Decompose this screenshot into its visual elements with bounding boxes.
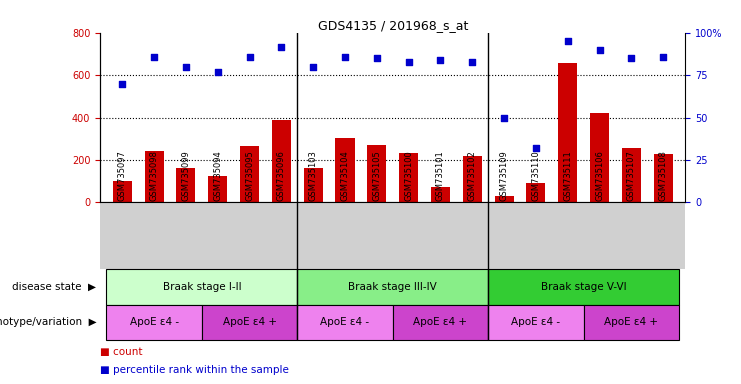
Bar [272,120,291,202]
Point [434,57,446,63]
Point [180,64,192,70]
Point [116,81,128,87]
Text: disease state  ▶: disease state ▶ [13,282,96,292]
Text: genotype/variation  ▶: genotype/variation ▶ [0,317,96,327]
Bar [393,305,488,340]
Text: Braak stage III-IV: Braak stage III-IV [348,282,437,292]
Point [530,145,542,151]
Point [339,54,351,60]
Bar [494,195,514,202]
Point [594,47,605,53]
Point [625,55,637,61]
Point [498,114,510,121]
Point [276,43,288,50]
Bar [622,148,641,202]
Point [466,59,478,65]
Title: GDS4135 / 201968_s_at: GDS4135 / 201968_s_at [318,19,468,32]
Point [402,59,414,65]
Text: Braak stage V-VI: Braak stage V-VI [541,282,626,292]
Bar [113,181,132,202]
Bar [107,305,202,340]
Bar [558,63,577,202]
Bar [240,146,259,202]
Point [657,54,669,60]
Text: Braak stage I-II: Braak stage I-II [162,282,241,292]
Bar [488,305,584,340]
Point [212,69,224,75]
Text: ApoE ε4 +: ApoE ε4 + [222,317,276,327]
Bar [107,269,297,305]
Point [244,54,256,60]
Bar [297,305,393,340]
Text: ■ percentile rank within the sample: ■ percentile rank within the sample [100,365,289,375]
Bar [144,151,164,202]
Bar [399,153,418,202]
Text: ■ count: ■ count [100,347,142,357]
Bar [297,269,488,305]
Text: ApoE ε4 -: ApoE ε4 - [511,317,560,327]
Bar [526,183,545,202]
Point [148,54,160,60]
Bar [431,187,450,202]
Bar [584,305,679,340]
Bar [590,113,609,202]
Text: ApoE ε4 +: ApoE ε4 + [413,317,468,327]
Bar [654,154,673,202]
Bar [488,269,679,305]
Bar [336,137,354,202]
Point [308,64,319,70]
Bar [304,168,323,202]
Bar [202,305,297,340]
Point [562,38,574,45]
Bar [462,156,482,202]
Point [371,55,383,61]
Text: ApoE ε4 -: ApoE ε4 - [320,317,370,327]
Text: ApoE ε4 +: ApoE ε4 + [605,317,658,327]
Bar [208,175,227,202]
Bar [176,168,196,202]
Text: ApoE ε4 -: ApoE ε4 - [130,317,179,327]
Bar [368,145,386,202]
